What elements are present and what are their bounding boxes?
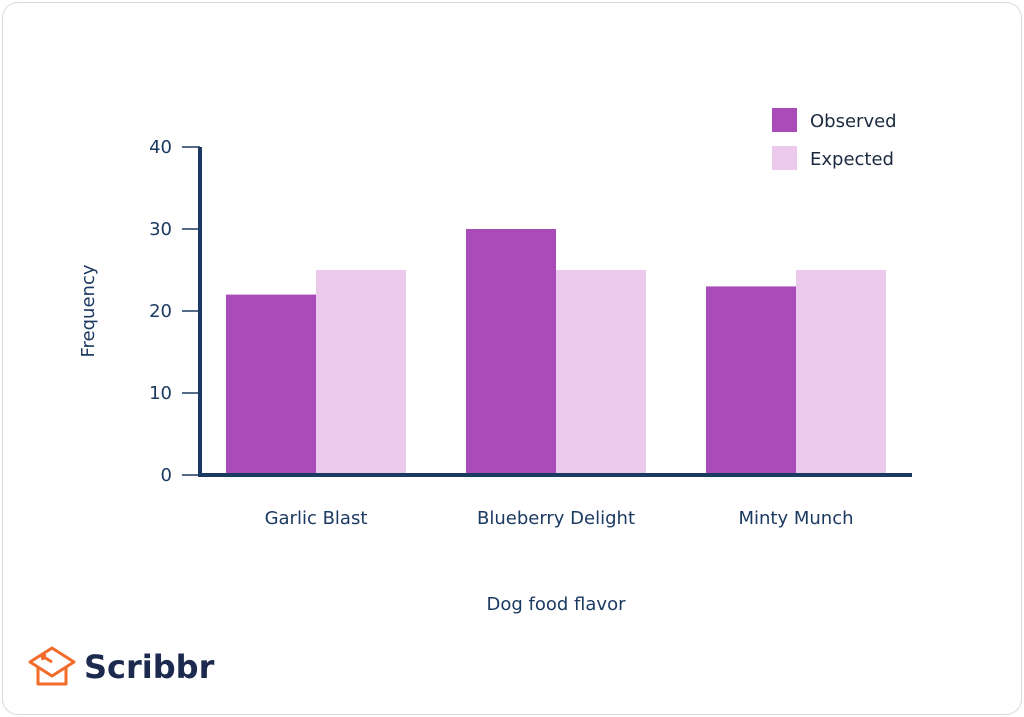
bar-observed [466, 229, 556, 475]
x-tick-label: Garlic Blast [265, 508, 368, 529]
y-tick-label: 10 [149, 383, 172, 404]
legend-label: Observed [810, 111, 897, 132]
x-tick-label: Blueberry Delight [477, 508, 635, 529]
bar-expected [796, 270, 886, 475]
y-tick-label: 20 [149, 301, 172, 322]
y-tick-label: 40 [149, 137, 172, 158]
legend: Observed Expected [772, 108, 897, 170]
bar-observed [706, 286, 796, 475]
bar-observed [226, 294, 316, 475]
legend-label: Expected [810, 149, 894, 170]
y-tick-label: 0 [161, 465, 172, 486]
legend-swatch [772, 146, 797, 170]
y-tick-label: 30 [149, 219, 172, 240]
legend-swatch [772, 108, 797, 132]
y-axis-label: Frequency [78, 264, 99, 357]
graduation-cap-icon [28, 646, 76, 686]
x-tick-label: Minty Munch [738, 508, 853, 529]
scribbr-logo: Scribbr [28, 646, 215, 686]
brand-name: Scribbr [84, 648, 215, 686]
bar-expected [556, 270, 646, 475]
x-axis-label: Dog food flavor [487, 594, 627, 615]
bar-expected [316, 270, 406, 475]
